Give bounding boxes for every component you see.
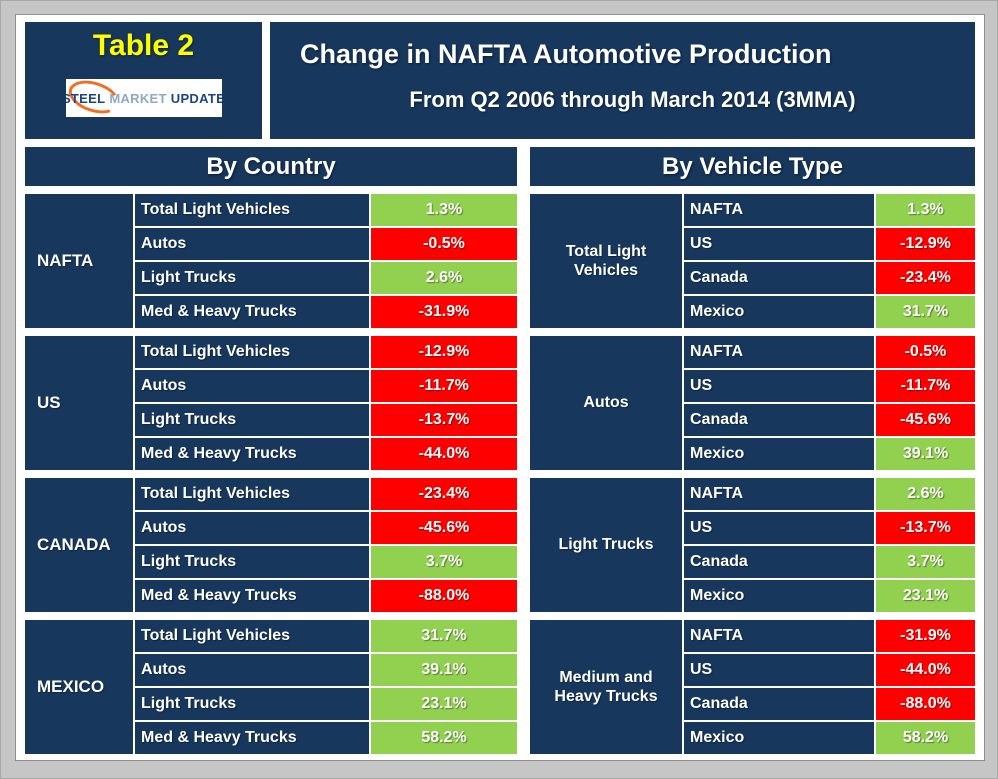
row-label: Total Light Vehicles	[135, 620, 369, 652]
row-label: Canada	[684, 688, 874, 720]
row-label: Mexico	[684, 722, 874, 754]
row-label: NAFTA	[684, 478, 874, 510]
row-label: NAFTA	[684, 194, 874, 226]
country-group-mexico: MEXICO Total Light Vehicles 31.7% Autos …	[25, 620, 517, 754]
row-label: Mexico	[684, 296, 874, 328]
value-cell: 39.1%	[876, 438, 975, 470]
row-label: US	[684, 654, 874, 686]
value-cell: 2.6%	[371, 262, 517, 294]
group-label: CANADA	[25, 478, 133, 612]
value-cell: -11.7%	[876, 370, 975, 402]
value-cell: -13.7%	[876, 512, 975, 544]
by-vehicle-type-header: By Vehicle Type	[530, 147, 975, 186]
row-label: Total Light Vehicles	[135, 336, 369, 368]
value-cell: -0.5%	[371, 228, 517, 260]
group-label: NAFTA	[25, 194, 133, 328]
value-cell: -88.0%	[371, 580, 517, 612]
row-label: Light Trucks	[135, 404, 369, 436]
row-label: US	[684, 370, 874, 402]
vehicle-group-light-trucks: Light Trucks NAFTA 2.6% US -13.7% Canada…	[530, 478, 975, 612]
row-label: Autos	[135, 370, 369, 402]
logo-word-steel: STEEL	[65, 90, 106, 106]
table-content: Table 2 STEEL MARKET UPDATE Change in NA…	[15, 14, 985, 761]
group-label: US	[25, 336, 133, 470]
row-label: Med & Heavy Trucks	[135, 296, 369, 328]
group-label: Total Light Vehicles	[530, 194, 682, 328]
value-cell: -31.9%	[371, 296, 517, 328]
value-cell: -12.9%	[371, 336, 517, 368]
by-vehicle-type-table: By Vehicle Type Total Light Vehicles NAF…	[530, 147, 975, 754]
row-label: Autos	[135, 228, 369, 260]
value-cell: 23.1%	[371, 688, 517, 720]
by-country-header: By Country	[25, 147, 517, 186]
value-cell: -45.6%	[876, 404, 975, 436]
row-label: Med & Heavy Trucks	[135, 580, 369, 612]
row-label: Autos	[135, 512, 369, 544]
header-row: Table 2 STEEL MARKET UPDATE Change in NA…	[25, 22, 975, 139]
value-cell: -13.7%	[371, 404, 517, 436]
row-label: Total Light Vehicles	[135, 194, 369, 226]
vehicle-group-autos: Autos NAFTA -0.5% US -11.7% Canada -45.6…	[530, 336, 975, 470]
value-cell: -44.0%	[876, 654, 975, 686]
subtitle: From Q2 2006 through March 2014 (3MMA)	[409, 87, 856, 112]
tables-row: By Country NAFTA Total Light Vehicles 1.…	[25, 147, 975, 754]
value-cell: 3.7%	[876, 546, 975, 578]
group-label: MEXICO	[25, 620, 133, 754]
row-label: Autos	[135, 654, 369, 686]
value-cell: 1.3%	[371, 194, 517, 226]
row-label: US	[684, 512, 874, 544]
row-label: Med & Heavy Trucks	[135, 438, 369, 470]
row-label: NAFTA	[684, 336, 874, 368]
vehicle-group-total-light-vehicles: Total Light Vehicles NAFTA 1.3% US -12.9…	[530, 194, 975, 328]
value-cell: 58.2%	[876, 722, 975, 754]
row-label: Mexico	[684, 580, 874, 612]
value-cell: -44.0%	[371, 438, 517, 470]
row-label: US	[684, 228, 874, 260]
row-label: Med & Heavy Trucks	[135, 722, 369, 754]
value-cell: 39.1%	[371, 654, 517, 686]
row-label: Total Light Vehicles	[135, 478, 369, 510]
country-group-nafta: NAFTA Total Light Vehicles 1.3% Autos -0…	[25, 194, 517, 328]
brand-block: Table 2 STEEL MARKET UPDATE	[25, 22, 262, 139]
row-label: Canada	[684, 262, 874, 294]
value-cell: -0.5%	[876, 336, 975, 368]
table-number-label: Table 2	[92, 29, 195, 62]
value-cell: 3.7%	[371, 546, 517, 578]
logo-word-update: UPDATE	[170, 90, 222, 106]
value-cell: 31.7%	[876, 296, 975, 328]
row-label: Canada	[684, 404, 874, 436]
row-label: Light Trucks	[135, 262, 369, 294]
value-cell: 2.6%	[876, 478, 975, 510]
value-cell: 58.2%	[371, 722, 517, 754]
value-cell: -45.6%	[371, 512, 517, 544]
row-label: NAFTA	[684, 620, 874, 652]
value-cell: -11.7%	[371, 370, 517, 402]
group-label: Autos	[530, 336, 682, 470]
value-cell: -23.4%	[371, 478, 517, 510]
vehicle-group-medium-heavy-trucks: Medium and Heavy Trucks NAFTA -31.9% US …	[530, 620, 975, 754]
group-label: Light Trucks	[530, 478, 682, 612]
value-cell: -12.9%	[876, 228, 975, 260]
value-cell: 1.3%	[876, 194, 975, 226]
title-block: Change in NAFTA Automotive Production Fr…	[270, 22, 975, 139]
country-group-canada: CANADA Total Light Vehicles -23.4% Autos…	[25, 478, 517, 612]
row-label: Canada	[684, 546, 874, 578]
value-cell: -31.9%	[876, 620, 975, 652]
value-cell: 23.1%	[876, 580, 975, 612]
steel-market-update-logo: STEEL MARKET UPDATE	[65, 79, 222, 117]
value-cell: -88.0%	[876, 688, 975, 720]
value-cell: 31.7%	[371, 620, 517, 652]
country-group-us: US Total Light Vehicles -12.9% Autos -11…	[25, 336, 517, 470]
main-title: Change in NAFTA Automotive Production	[300, 39, 832, 69]
row-label: Light Trucks	[135, 546, 369, 578]
row-label: Mexico	[684, 438, 874, 470]
value-cell: -23.4%	[876, 262, 975, 294]
by-country-table: By Country NAFTA Total Light Vehicles 1.…	[25, 147, 517, 754]
group-label: Medium and Heavy Trucks	[530, 620, 682, 754]
row-label: Light Trucks	[135, 688, 369, 720]
logo-word-market: MARKET	[109, 90, 167, 106]
